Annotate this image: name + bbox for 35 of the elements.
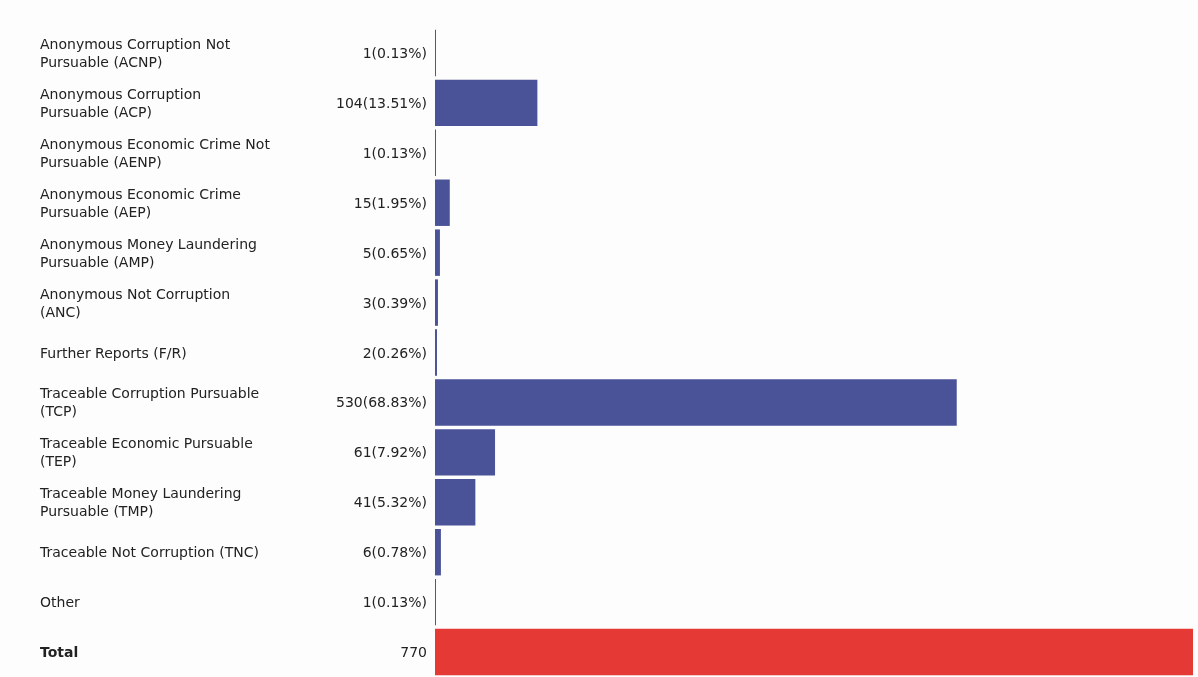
- data-label: 41(5.32%): [353, 494, 427, 511]
- data-label: 1(0.13%): [362, 594, 427, 611]
- data-label: 5(0.65%): [362, 244, 427, 261]
- y-tick-label: Anonymous Corruption Not Pursuable (ACNP): [40, 35, 235, 70]
- bar: [435, 179, 450, 226]
- y-tick-label: Traceable Money Laundering Pursuable (TMP): [39, 485, 246, 520]
- bar: [435, 79, 538, 127]
- bar: [435, 528, 441, 576]
- data-label: 61(7.92%): [353, 444, 427, 461]
- y-tick-label: Traceable Corruption Pursuable (TCP): [39, 385, 264, 420]
- data-label: 770: [400, 644, 427, 661]
- y-tick-label: Anonymous Money Laundering Pursuable (AMP): [40, 235, 262, 270]
- y-tick-label: Further Reports (F/R): [40, 344, 187, 361]
- data-label: 530(68.83%): [335, 394, 427, 411]
- bar: [435, 479, 476, 526]
- y-tick-label: Other: [40, 594, 80, 611]
- data-label: 104(13.51%): [335, 94, 427, 111]
- data-label: 1(0.13%): [362, 44, 427, 61]
- data-label: 2(0.26%): [362, 344, 427, 361]
- data-label: 6(0.78%): [362, 544, 427, 561]
- y-tick-label: Traceable Not Corruption (TNC): [39, 544, 259, 561]
- y-tick-label: Anonymous Not Corruption (ANC): [40, 285, 235, 320]
- y-tick-label: Traceable Economic Pursuable (TEP): [39, 435, 258, 470]
- y-tick-label: Total: [40, 644, 79, 661]
- bar: [435, 429, 496, 476]
- bar: [435, 379, 957, 426]
- y-tick-label: Anonymous Economic Crime Pursuable (AEP): [40, 185, 246, 220]
- y-tick-label: Anonymous Economic Crime Not Pursuable (AENP): [40, 135, 275, 170]
- data-label: 1(0.13%): [362, 144, 427, 161]
- y-tick-label: Anonymous Corruption Pursuable (ACP): [40, 85, 206, 120]
- bar: [435, 279, 438, 326]
- bar: [435, 229, 440, 276]
- data-label: 3(0.39%): [362, 294, 427, 311]
- bar: [435, 628, 1193, 676]
- data-label: 15(1.95%): [353, 194, 427, 211]
